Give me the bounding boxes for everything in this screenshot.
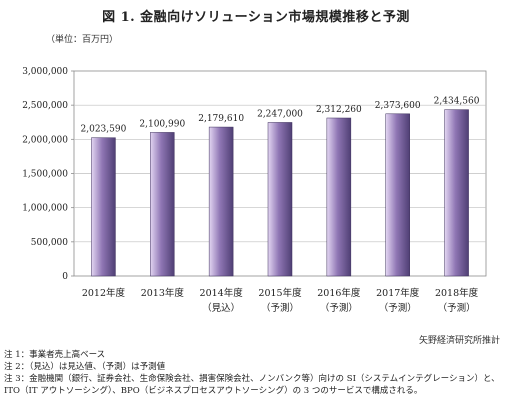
category-label: 2013年度 bbox=[141, 287, 185, 299]
note-1: 注 1：事業者売上高ベース bbox=[4, 350, 106, 360]
category-label: 2016年度 bbox=[317, 287, 361, 299]
data-label: 2,247,000 bbox=[257, 109, 303, 119]
unit-label: （単位：百万円） bbox=[46, 35, 119, 45]
bar bbox=[208, 126, 234, 277]
source-note: 矢野経済研究所推計 bbox=[418, 336, 500, 346]
y-tick-label: 500,000 bbox=[31, 238, 68, 248]
bar-chart: 0 500,000 1,000,000 1,500,000 2,000,000 2,500… bbox=[22, 67, 487, 314]
data-label: 2,373,600 bbox=[375, 101, 421, 111]
data-label: 2,179,610 bbox=[198, 114, 244, 124]
y-tick-label: 1,500,000 bbox=[22, 170, 68, 180]
category-sublabel: （予測） bbox=[320, 302, 358, 314]
category-sublabel: （予測） bbox=[261, 302, 299, 314]
category-label: 2017年度 bbox=[376, 287, 420, 299]
y-tick-label: 2,500,000 bbox=[22, 101, 68, 111]
note-4: ITO（IT アウトソーシング）、BPO（ビジネスプロセスアウトソーシング）の … bbox=[4, 386, 423, 396]
bar bbox=[326, 117, 352, 277]
data-label: 2,312,260 bbox=[316, 105, 362, 115]
note-3: 注 3：金融機関（銀行、証券会社、生命保険会社、損害保険会社、ノンバンク等）向け… bbox=[4, 374, 500, 384]
bar bbox=[267, 122, 293, 277]
category-sublabel: （見込） bbox=[202, 302, 240, 314]
y-tick-label: 2,000,000 bbox=[22, 135, 68, 145]
category-label: 2015年度 bbox=[258, 287, 302, 299]
category-label: 2014年度 bbox=[200, 287, 244, 299]
data-label: 2,434,560 bbox=[434, 97, 480, 107]
category-sublabel: （予測） bbox=[379, 302, 417, 314]
chart-title: 図 1. 金融向けソリューション市場規模推移と予測 bbox=[102, 10, 410, 25]
y-tick-label: 1,000,000 bbox=[22, 204, 68, 214]
notes-block: 注 1：事業者売上高ベース 注 2：（見込）は見込値、（予測）は予測値 注 3：… bbox=[4, 349, 508, 397]
data-label: 2,100,990 bbox=[139, 119, 185, 129]
category-sublabel: （予測） bbox=[438, 302, 476, 314]
category-labels: 2012年度 2013年度 2014年度 （見込） 2015年度 （予測） 2016年度 （予… bbox=[82, 287, 479, 314]
bar bbox=[385, 113, 410, 277]
y-tick-label: 0 bbox=[62, 272, 68, 282]
bar bbox=[444, 109, 469, 277]
category-label: 2012年度 bbox=[82, 287, 126, 299]
data-label: 2,023,590 bbox=[81, 125, 127, 135]
bar bbox=[91, 137, 116, 277]
data-labels: 2,023,590 2,100,990 2,179,610 2,247,000 2,31… bbox=[81, 97, 480, 135]
y-tick-label: 3,000,000 bbox=[22, 67, 68, 77]
bars bbox=[91, 109, 469, 277]
y-axis-ticks: 0 500,000 1,000,000 1,500,000 2,000,000 2,500… bbox=[22, 67, 68, 282]
bar bbox=[150, 132, 175, 277]
category-label: 2018年度 bbox=[435, 287, 479, 299]
note-2: 注 2：（見込）は見込値、（予測）は予測値 bbox=[4, 362, 166, 372]
